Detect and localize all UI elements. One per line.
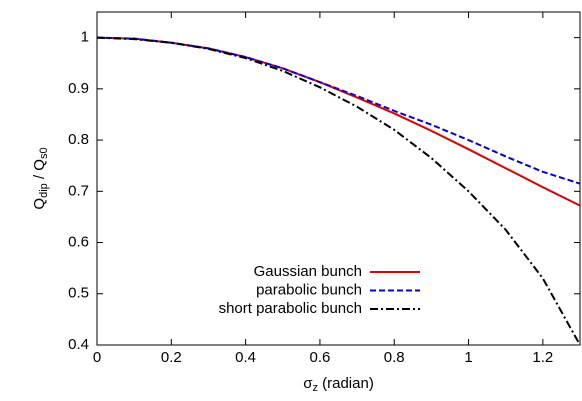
legend-label: Gaussian bunch [254,263,362,280]
y-tick-label: 0.4 [68,336,89,353]
y-axis-label-part: dip [38,183,50,198]
x-tick-label: 0.2 [161,349,182,366]
y-tick-label: 1 [81,29,89,46]
legend-label: short parabolic bunch [219,300,362,317]
x-tick-label: 0 [93,349,101,366]
x-tick-label: 1.2 [532,349,553,366]
y-tick-label: 0.5 [68,285,89,302]
y-axis-label: Qdip / Qs0 [31,147,50,209]
x-axis-label-part: σ [303,375,313,392]
x-tick-label: 1 [464,349,472,366]
x-tick-label: 0.8 [384,349,405,366]
x-tick-label: 0.4 [235,349,256,366]
legend-label: parabolic bunch [256,281,362,298]
data-line [97,36,580,345]
data-line [97,36,580,207]
x-axis-label-part: (radian) [318,375,374,392]
y-tick-label: 0.8 [68,131,89,148]
y-axis-label-part: Q [31,198,48,210]
plot-frame [96,11,581,346]
y-axis-label-part: / Q [31,159,48,183]
y-tick-label: 0.6 [68,234,89,251]
y-tick-label: 0.9 [68,80,89,97]
y-tick-label: 0.7 [68,182,89,199]
x-axis-label: σz (radian) [303,375,374,394]
x-axis-label-part: z [312,382,318,394]
data-line [97,36,580,185]
y-axis-label-part: s0 [38,147,50,159]
x-tick-label: 0.6 [309,349,330,366]
